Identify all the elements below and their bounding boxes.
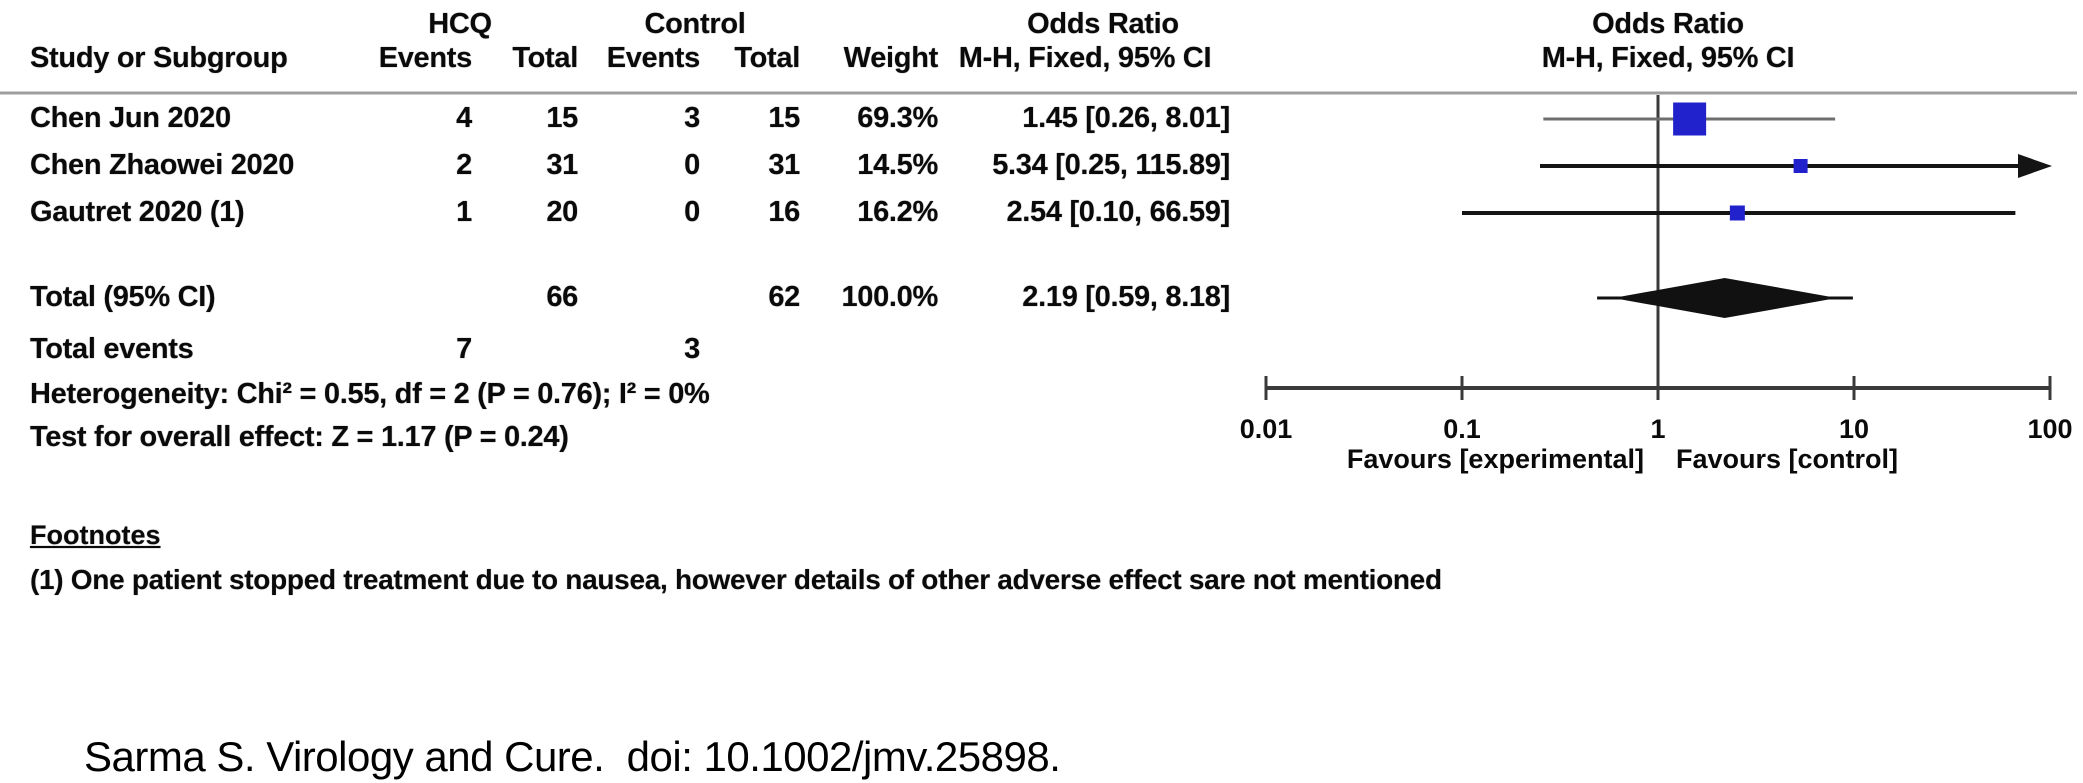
- total-hcq: 20: [546, 196, 578, 228]
- total-row: Total (95% CI) 66 62 100.0% 2.19 [0.59, …: [0, 281, 2083, 317]
- table-row: Chen Zhaowei 2020 2 31 0 31 14.5% 5.34 […: [0, 149, 2083, 185]
- events-hcq: 2: [456, 149, 472, 181]
- total-hcq-n: 66: [546, 281, 578, 313]
- total-control-n: 62: [768, 281, 800, 313]
- total-hcq: 31: [546, 149, 578, 181]
- or-square: [1729, 205, 1745, 221]
- study-name: Chen Zhaowei 2020: [30, 149, 295, 181]
- total-hcq: 15: [546, 102, 578, 134]
- heterogeneity-text: Heterogeneity: Chi² = 0.55, df = 2 (P = …: [30, 378, 710, 410]
- group-header-control: Control: [644, 8, 746, 40]
- odds-ratio-ci: 1.45 [0.26, 8.01]: [1022, 102, 1230, 134]
- footnote-item: (1) One patient stopped treatment due to…: [30, 564, 1442, 595]
- citation-text: Sarma S. Virology and Cure. doi: 10.1002…: [84, 733, 1061, 780]
- axis-tick-label: 0.01: [1240, 414, 1293, 444]
- events-control: 0: [684, 149, 700, 181]
- total-events-row: Total events 7 3: [0, 333, 2083, 369]
- footnotes-title: Footnotes: [30, 520, 161, 550]
- group-header-hcq: HCQ: [428, 8, 492, 40]
- total-control: 16: [768, 196, 800, 228]
- col-header-total-hcq: Total: [512, 42, 578, 74]
- study-name: Gautret 2020 (1): [30, 196, 245, 228]
- group-header-row: HCQ Control Odds Ratio Odds Ratio: [0, 8, 2083, 44]
- table-row: Chen Jun 2020 4 15 3 15 69.3% 1.45 [0.26…: [0, 102, 2083, 138]
- axis-tick-label: 0.1: [1443, 414, 1481, 444]
- favours-experimental-label: Favours [experimental]: [1347, 444, 1644, 474]
- overall-effect-text: Test for overall effect: Z = 1.17 (P = 0…: [30, 421, 569, 453]
- events-control: 0: [684, 196, 700, 228]
- col-header-events-hcq: Events: [378, 42, 473, 74]
- summary-diamond: [1613, 278, 1837, 318]
- weight-value: 16.2%: [857, 196, 938, 228]
- table-row: Gautret 2020 (1) 1 20 0 16 16.2% 2.54 [0…: [0, 196, 2083, 232]
- col-header-weight: Weight: [843, 42, 939, 74]
- favours-control-label: Favours [control]: [1676, 444, 1898, 474]
- events-control: 3: [684, 102, 700, 134]
- col-header-mh-ci-left: M-H, Fixed, 95% CI: [958, 42, 1212, 74]
- ci-arrowhead-icon: [2018, 154, 2052, 178]
- axis-tick-label: 100: [2027, 414, 2072, 444]
- odds-ratio-ci: 5.34 [0.25, 115.89]: [992, 149, 1230, 181]
- group-header-odds-ratio-left: Odds Ratio: [1027, 8, 1179, 40]
- col-header-mh-ci-right: M-H, Fixed, 95% CI: [1541, 42, 1795, 74]
- events-hcq: 4: [456, 102, 472, 134]
- col-header-events-control: Events: [606, 42, 701, 74]
- group-header-odds-ratio-right: Odds Ratio: [1592, 8, 1744, 40]
- total-events-label: Total events: [30, 333, 194, 365]
- study-name: Chen Jun 2020: [30, 102, 231, 134]
- column-header-row: Study or Subgroup Events Total Events To…: [0, 42, 2083, 78]
- total-events-hcq: 7: [456, 333, 472, 365]
- or-square: [1793, 159, 1808, 173]
- axis-tick-label: 1: [1650, 414, 1665, 444]
- weight-value: 14.5%: [857, 149, 938, 181]
- odds-ratio-ci: 2.54 [0.10, 66.59]: [1006, 196, 1230, 228]
- col-header-total-control: Total: [734, 42, 800, 74]
- overall-effect-row: Test for overall effect: Z = 1.17 (P = 0…: [0, 421, 2083, 457]
- or-square: [1673, 102, 1707, 136]
- total-odds-ratio-ci: 2.19 [0.59, 8.18]: [1022, 281, 1230, 313]
- events-hcq: 1: [456, 196, 472, 228]
- total-events-control: 3: [684, 333, 700, 365]
- total-label: Total (95% CI): [30, 281, 216, 313]
- total-weight: 100.0%: [841, 281, 938, 313]
- weight-value: 69.3%: [857, 102, 938, 134]
- axis-tick-label: 10: [1839, 414, 1869, 444]
- total-control: 31: [768, 149, 800, 181]
- heterogeneity-row: Heterogeneity: Chi² = 0.55, df = 2 (P = …: [0, 378, 2083, 414]
- col-header-study: Study or Subgroup: [30, 42, 288, 74]
- total-control: 15: [768, 102, 800, 134]
